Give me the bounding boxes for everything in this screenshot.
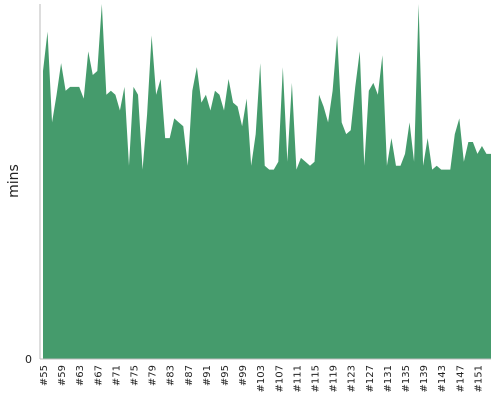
x-tick-label: #71 <box>111 365 122 386</box>
x-tick-label: #91 <box>202 365 213 386</box>
x-tick-label: #83 <box>166 365 177 386</box>
x-tick-label: #55 <box>39 365 50 386</box>
x-tick-label: #143 <box>437 365 448 392</box>
x-tick-label: #63 <box>75 365 86 386</box>
x-tick-label: #139 <box>419 365 430 392</box>
x-tick-label: #115 <box>311 365 322 392</box>
x-tick-label: #87 <box>184 365 195 386</box>
x-tick-label: #123 <box>347 365 358 392</box>
x-tick-label: #75 <box>130 365 141 386</box>
x-tick-label: #103 <box>256 365 267 392</box>
x-tick-label: #127 <box>365 365 376 392</box>
x-tick-label: #79 <box>148 365 159 386</box>
plot-area <box>43 4 491 359</box>
x-tick-label: #119 <box>329 365 340 392</box>
x-axis-ticks: #55 #59 #63 #67 #71 #75 #79 #83 #87 #91 #95 #99 #103… <box>39 365 484 392</box>
x-tick-label: #59 <box>57 365 68 386</box>
y-tick-label: 0 <box>25 353 32 366</box>
x-tick-label: #95 <box>220 365 231 386</box>
area-series <box>43 4 491 359</box>
y-axis-label: mins <box>6 164 22 198</box>
y-axis-ticks: 0 <box>25 353 32 366</box>
x-tick-label: #135 <box>401 365 412 392</box>
x-tick-label: #131 <box>383 365 394 392</box>
x-tick-label: #107 <box>274 365 285 392</box>
x-tick-label: #99 <box>238 365 249 386</box>
x-tick-label: #111 <box>292 365 303 392</box>
x-tick-label: #67 <box>93 365 104 386</box>
x-tick-label: #151 <box>473 365 484 392</box>
x-tick-label: #147 <box>455 365 466 392</box>
